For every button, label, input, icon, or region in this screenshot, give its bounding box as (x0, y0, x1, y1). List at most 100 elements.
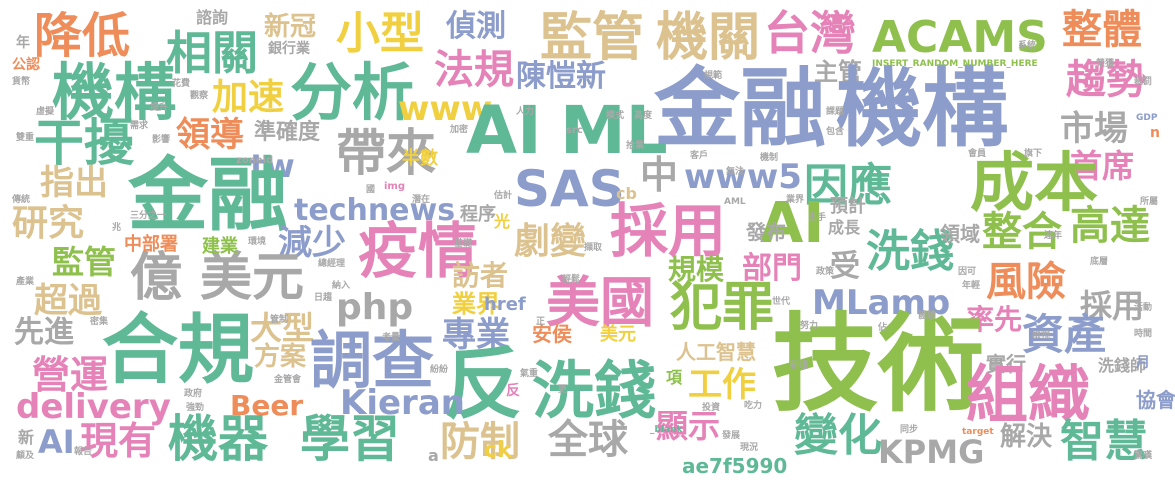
word: 輕鬆 (562, 275, 581, 285)
word: 規範 (704, 71, 723, 81)
word: 報告 (74, 447, 93, 457)
word: 出手 (808, 213, 827, 223)
word: 受 (830, 249, 860, 284)
word: ck (484, 438, 512, 463)
word: img (384, 181, 406, 192)
word: 趨勢 (1066, 57, 1146, 103)
word: AML (724, 197, 746, 207)
word: 提升 (150, 103, 169, 113)
word: 指出 (40, 163, 108, 203)
word: 疫情 (358, 217, 478, 287)
word: 資產 (1022, 310, 1107, 359)
word: 產業 (16, 277, 35, 287)
word: 花費 (172, 79, 191, 89)
word: 同步 (900, 425, 919, 435)
word: 變化 (794, 410, 882, 461)
word: MLamp (812, 283, 951, 323)
word: 環境 (248, 237, 267, 247)
word: 機構 (52, 56, 177, 129)
word: 影響 (152, 135, 171, 145)
word: 洗錢 (866, 226, 954, 277)
word: 實行 (986, 352, 1026, 376)
word: 雙重 (16, 133, 35, 143)
word: 中部署 (124, 234, 178, 255)
word: tw (250, 147, 295, 185)
word: 陳愷新 (516, 59, 606, 94)
word: 政策 (816, 267, 835, 277)
word: 反 (444, 340, 523, 430)
word: 風險 (986, 259, 1066, 305)
word: 調查 (310, 324, 435, 397)
word: 專業 (442, 315, 510, 355)
word: 成本 (970, 147, 1098, 221)
word: 發展 (722, 431, 741, 441)
word: 犯罪 (670, 278, 775, 338)
word: 反 (506, 383, 520, 399)
word: 率先 (966, 303, 1023, 336)
word: 預計 (830, 196, 866, 217)
word: 高度 (634, 111, 653, 121)
word: 因應 (804, 160, 892, 211)
word: 氣重 (520, 369, 539, 379)
word: 合規 (102, 305, 254, 394)
word: 國 (366, 185, 376, 195)
word: 研究 (12, 203, 85, 244)
word: 台灣 (764, 6, 856, 60)
word: 美元 (200, 248, 305, 308)
word: 市場 (1060, 109, 1128, 149)
word: 裁罰 (1134, 77, 1153, 87)
word: 業界 (786, 195, 805, 205)
word: Kieran (340, 383, 465, 423)
word: 榮獲 (1096, 59, 1115, 69)
word: 旗下 (1024, 149, 1043, 159)
word: 程序 (460, 204, 496, 225)
word: 活動 (1134, 303, 1153, 313)
word: 密集 (90, 317, 109, 327)
word: 帶來 (336, 124, 436, 182)
word: 中 (640, 153, 679, 197)
word: INSERT_RANDOM_NUMBER_HERE (872, 59, 1038, 69)
word: 總經理 (318, 259, 346, 269)
word: 拾業 (626, 141, 645, 151)
word: 領域 (940, 222, 980, 246)
word: 基礎 (454, 239, 473, 249)
word: 監管 (540, 8, 645, 68)
word: 營運 (32, 353, 109, 397)
word: 減少 (278, 223, 346, 263)
word: 領導 (176, 115, 244, 155)
word: 訪者 (452, 259, 509, 292)
word: 建業 (202, 236, 238, 257)
word: AI (38, 423, 75, 461)
word: target (962, 427, 994, 437)
word: 系統 (1018, 41, 1037, 51)
word: 金融 (654, 59, 826, 159)
word: 正 (536, 317, 546, 327)
word: 估計 (494, 191, 513, 201)
word: 整體 (1062, 7, 1142, 53)
word: www5 (684, 157, 802, 197)
word: 包含 (826, 127, 845, 137)
word: 項 (666, 368, 683, 387)
word: 部門 (742, 251, 802, 286)
word: 採用 (1080, 287, 1145, 325)
word: 底層 (1090, 257, 1109, 267)
word: 加密 (450, 125, 469, 135)
word: zoneid (236, 155, 274, 166)
word: 政府 (184, 389, 203, 399)
word: 規模 (668, 253, 725, 286)
word: 新冠 (264, 12, 317, 42)
word: 諮詢 (196, 8, 229, 27)
word: ACAMS (872, 12, 1048, 63)
word: 兆 (112, 223, 122, 233)
word: AI (760, 191, 825, 256)
word: 超過 (34, 281, 102, 321)
word: 新 (18, 428, 35, 447)
word: 佔 (878, 323, 888, 333)
word: 新趨 (790, 361, 809, 371)
word: 機關 (656, 8, 761, 68)
word: 因可 (958, 267, 977, 277)
word: 金融 (128, 149, 288, 242)
word: 管制 (270, 315, 289, 325)
word: 偵測 (446, 9, 506, 44)
word: 體驗 (918, 311, 937, 321)
